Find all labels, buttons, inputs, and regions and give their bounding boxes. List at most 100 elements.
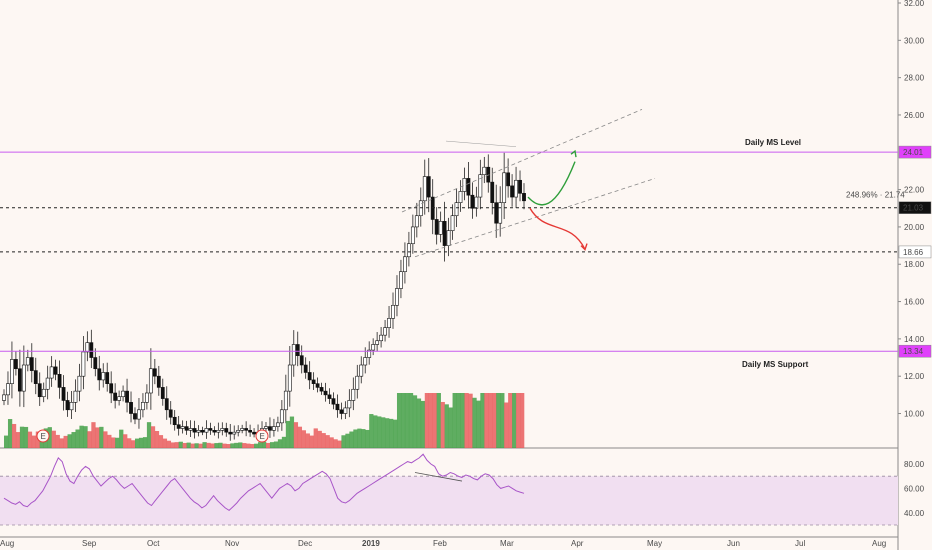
candle-body bbox=[379, 334, 383, 342]
candle-body bbox=[224, 428, 229, 433]
volume-bar bbox=[269, 442, 275, 448]
volume-bar bbox=[301, 430, 306, 448]
candle-body bbox=[172, 416, 177, 426]
volume-bar bbox=[166, 440, 172, 448]
candle-body bbox=[184, 426, 189, 431]
candle-body bbox=[454, 202, 459, 217]
volume-bar bbox=[412, 395, 418, 448]
volume-bar bbox=[265, 442, 271, 448]
candle-body bbox=[403, 256, 407, 273]
level-price-tag-label: 13.34 bbox=[903, 347, 924, 356]
volume-bar bbox=[357, 428, 362, 448]
volume-bar bbox=[496, 393, 501, 448]
volume-bar bbox=[476, 400, 481, 448]
candle-body bbox=[17, 368, 22, 392]
x-tick-label: May bbox=[647, 539, 662, 548]
volume-bar bbox=[389, 418, 394, 448]
candle-body bbox=[244, 428, 249, 431]
candle-body bbox=[331, 398, 336, 405]
candle-body bbox=[81, 351, 86, 377]
candle-body bbox=[395, 288, 399, 306]
candle-body bbox=[268, 426, 272, 431]
volume-bar bbox=[234, 442, 239, 448]
rsi-band bbox=[0, 476, 898, 525]
candle-body bbox=[93, 357, 98, 370]
earnings-marker-label: E bbox=[41, 432, 46, 441]
rsi-tick-label: 80.00 bbox=[904, 460, 925, 469]
x-tick-label: Jul bbox=[795, 539, 805, 548]
volume-bar bbox=[361, 429, 366, 448]
candle-body bbox=[188, 428, 193, 431]
candle-body bbox=[176, 424, 181, 429]
volume-bar bbox=[424, 393, 430, 448]
candle-body bbox=[410, 226, 415, 245]
candle-body bbox=[204, 428, 209, 433]
volume-bar bbox=[428, 393, 434, 448]
candle-body bbox=[73, 390, 78, 403]
volume-bar bbox=[23, 426, 29, 448]
candle-body bbox=[125, 390, 129, 403]
volume-bar bbox=[218, 442, 223, 448]
volume-bar bbox=[321, 433, 326, 448]
candle-body bbox=[180, 426, 185, 429]
candle-body bbox=[434, 219, 439, 235]
volume-bar bbox=[333, 439, 338, 448]
level-annotation: Daily MS Level bbox=[745, 138, 801, 147]
candle-body bbox=[57, 374, 62, 388]
candle-body bbox=[502, 172, 507, 203]
volume-bar bbox=[79, 425, 84, 448]
candle-body bbox=[240, 428, 245, 431]
volume-bar bbox=[313, 428, 318, 448]
volume-bar bbox=[71, 432, 76, 448]
candle-body bbox=[14, 359, 18, 370]
earnings-marker-icon[interactable] bbox=[255, 429, 269, 443]
volume-bar bbox=[281, 436, 287, 448]
volume-bar bbox=[480, 393, 485, 448]
volume-bar bbox=[353, 429, 358, 448]
volume-bar bbox=[341, 435, 346, 448]
y-tick-label: 16.00 bbox=[904, 298, 925, 307]
candle-body bbox=[65, 400, 70, 411]
earnings-marker-icon[interactable] bbox=[36, 429, 50, 443]
candle-body bbox=[335, 403, 340, 411]
volume-bar bbox=[103, 431, 108, 448]
candle-body bbox=[359, 364, 364, 377]
volume-bar bbox=[369, 414, 374, 448]
rsi-line bbox=[3, 453, 525, 512]
volume-bar bbox=[154, 431, 160, 448]
volume-bar bbox=[456, 393, 461, 448]
candle-body bbox=[323, 390, 328, 396]
candle-body bbox=[343, 407, 348, 414]
volume-bar bbox=[377, 416, 382, 448]
volume-bar bbox=[127, 438, 132, 448]
candle-body bbox=[438, 221, 443, 235]
candle-body bbox=[506, 172, 511, 187]
volume-bar bbox=[396, 393, 402, 448]
earnings-marker-label: E bbox=[260, 432, 265, 441]
volume-bar bbox=[214, 443, 219, 448]
candle-body bbox=[160, 387, 165, 399]
candle-body bbox=[522, 193, 526, 202]
volume-bar bbox=[309, 435, 314, 448]
volume-bar bbox=[31, 435, 37, 448]
x-tick-label: Oct bbox=[147, 539, 160, 548]
candle-body bbox=[339, 409, 344, 414]
candle-body bbox=[85, 342, 90, 353]
candle-body bbox=[264, 426, 268, 429]
volume-bar bbox=[345, 433, 350, 448]
y-tick-label: 20.00 bbox=[904, 223, 925, 232]
candle-body bbox=[10, 359, 14, 384]
level-price-tag-label: 21.03 bbox=[903, 204, 924, 213]
volume-bar bbox=[440, 401, 445, 448]
candle-body bbox=[152, 368, 157, 377]
candle-body bbox=[279, 409, 284, 424]
candle-body bbox=[109, 383, 114, 394]
candle-body bbox=[275, 422, 280, 427]
candle-body bbox=[200, 430, 205, 433]
volume-bar bbox=[158, 435, 164, 448]
level-price-tag bbox=[898, 245, 932, 259]
volume-bar bbox=[206, 442, 211, 448]
candle-body bbox=[307, 372, 312, 381]
volume-bar bbox=[273, 441, 279, 448]
